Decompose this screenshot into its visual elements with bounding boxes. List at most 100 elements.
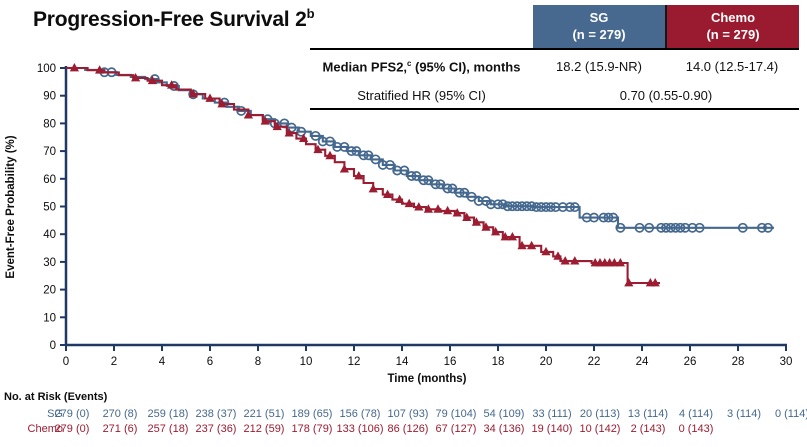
chemo-column-n: (n = 279) — [706, 26, 760, 42]
censor-triangle-icon — [147, 75, 157, 85]
censor-circle-icon — [325, 136, 335, 147]
censor-triangle-icon — [517, 240, 527, 250]
risk-value: 33 (111) — [532, 408, 571, 420]
censor-circle-icon — [466, 191, 477, 202]
censor-triangle-icon — [462, 212, 472, 221]
risk-value: 0 (143) — [679, 423, 714, 435]
risk-value: 221 (51) — [244, 408, 285, 420]
risk-value: 34 (136) — [484, 423, 525, 435]
x-tick-label: 4 — [159, 356, 166, 368]
censor-triangle-icon — [615, 258, 625, 267]
censor-circle-icon — [656, 222, 667, 233]
risk-value: 0 (114) — [775, 408, 807, 420]
sg-column-label: SG — [589, 10, 609, 25]
censor-circle-icon — [675, 222, 686, 233]
censor-circle-icon — [473, 196, 484, 206]
censor-triangle-icon — [217, 99, 227, 108]
censor-circle-icon — [317, 136, 328, 147]
censor-triangle-icon — [299, 133, 309, 142]
censor-circle-icon — [661, 222, 671, 233]
censor-circle-icon — [392, 165, 403, 176]
censor-circle-icon — [497, 199, 508, 210]
risk-value: 178 (79) — [292, 423, 333, 435]
censor-triangle-icon — [624, 278, 634, 287]
y-tick-label: 80 — [43, 118, 56, 130]
risk-value: 107 (93) — [388, 408, 429, 420]
censor-circle-icon — [565, 202, 575, 213]
censor-circle-icon — [737, 222, 748, 233]
y-tick-label: 50 — [43, 202, 56, 214]
censor-circle-icon — [589, 212, 599, 223]
censor-triangle-icon — [609, 258, 619, 267]
risk-row-label: SG — [47, 408, 63, 420]
censor-circle-icon — [485, 199, 496, 210]
censor-triangle-icon — [354, 171, 364, 180]
censor-triangle-icon — [423, 204, 433, 213]
x-axis-title: Time (months) — [387, 373, 466, 385]
risk-table-title: No. at Risk (Events) — [4, 391, 108, 403]
censor-circle-icon — [694, 222, 705, 233]
censor-triangle-icon — [471, 217, 481, 226]
median-pfs2-label-superscript: c — [407, 58, 412, 68]
censor-circle-icon — [502, 201, 513, 212]
median-pfs2-label-suffix: (95% CI), months — [411, 58, 521, 74]
censor-circle-icon — [447, 183, 458, 194]
page-title-text: Progression-Free Survival 2 — [33, 8, 307, 31]
censor-circle-icon — [603, 212, 614, 223]
km-curves — [66, 63, 774, 287]
censor-circle-icon — [418, 175, 429, 186]
page-title: Progression-Free Survival 2b — [33, 6, 315, 32]
censor-circle-icon — [236, 105, 247, 116]
censor-circle-icon — [521, 201, 532, 212]
sg-column-header: SG (n = 279) — [533, 5, 665, 48]
x-tick-label: 8 — [255, 356, 261, 368]
risk-value: 13 (114) — [628, 408, 668, 420]
censor-circle-icon — [757, 222, 767, 233]
median-pfs2-label-text: Median PFS2, — [322, 58, 408, 74]
x-tick-label: 26 — [684, 356, 697, 368]
censor-triangle-icon — [243, 110, 253, 119]
x-tick-label: 12 — [348, 356, 361, 368]
censor-triangle-icon — [339, 164, 349, 173]
sg-median-pfs2-value: 18.2 (15.9-NR) — [556, 58, 642, 74]
censor-circle-icon — [346, 146, 357, 157]
censor-triangle-icon — [452, 208, 462, 217]
censor-circle-icon — [430, 179, 441, 190]
x-tick-label: 6 — [207, 356, 213, 368]
censor-triangle-icon — [481, 222, 491, 231]
censor-triangle-icon — [443, 205, 453, 215]
censor-circle-icon — [545, 202, 556, 213]
risk-value: 259 (18) — [148, 408, 189, 420]
censor-circle-icon — [512, 201, 523, 212]
censor-circle-icon — [517, 201, 527, 212]
risk-value: 279 (0) — [55, 408, 90, 420]
censor-triangle-icon — [395, 194, 405, 203]
censor-circle-icon — [763, 222, 773, 233]
y-tick-label: 20 — [43, 285, 56, 297]
censor-triangle-icon — [433, 204, 443, 213]
median-pfs2-row-label: Median PFS2,c (95% CI), months — [310, 59, 533, 74]
risk-row-label: Chemo — [28, 423, 63, 435]
y-tick-label: 70 — [43, 146, 56, 158]
censor-circle-icon — [332, 141, 343, 152]
censor-circle-icon — [557, 202, 568, 213]
x-tick-label: 28 — [732, 356, 745, 368]
censor-circle-icon — [459, 187, 470, 198]
risk-value: 2 (143) — [631, 423, 666, 435]
censor-circle-icon — [406, 171, 417, 181]
censor-circle-icon — [423, 175, 434, 186]
censor-circle-icon — [435, 179, 446, 190]
censor-circle-icon — [363, 150, 374, 161]
risk-value: 238 (37) — [196, 408, 237, 420]
censor-triangle-icon — [205, 93, 215, 102]
risk-value: 279 (0) — [55, 423, 90, 435]
censor-circle-icon — [385, 159, 395, 170]
censor-triangle-icon — [527, 240, 537, 250]
y-tick-label: 10 — [43, 312, 56, 324]
censor-triangle-icon — [284, 128, 294, 137]
risk-value: 79 (104) — [436, 408, 477, 420]
chemo-column-header: Chemo (n = 279) — [665, 5, 799, 48]
x-tick-label: 30 — [780, 356, 793, 368]
